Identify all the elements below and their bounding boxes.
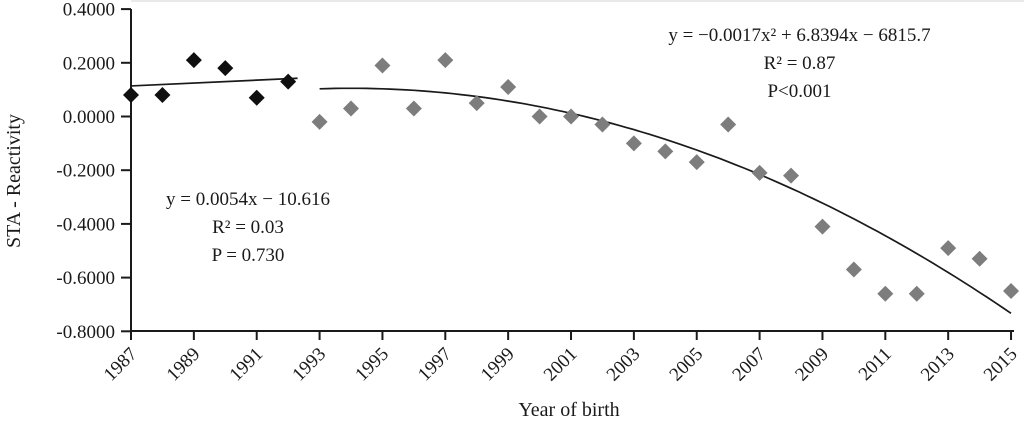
y-tick-label: 0.0000: [63, 107, 115, 128]
data-point-diamond: [688, 154, 705, 171]
x-tick-label: 2007: [728, 344, 770, 386]
data-point-diamond: [814, 218, 831, 235]
data-point-diamond: [657, 143, 674, 160]
data-point-diamond: [625, 135, 642, 152]
y-tick-label: -0.8000: [56, 322, 115, 343]
linear-fit-annotation: y = 0.0054x − 10.616 R² = 0.03 P = 0.730: [118, 186, 378, 270]
x-tick-label: 1989: [163, 344, 205, 386]
linear-trend-line: [130, 77, 298, 87]
data-point-diamond: [311, 113, 328, 130]
data-point-diamond: [374, 57, 391, 74]
data-point-diamond: [405, 100, 422, 117]
y-tick-label: 0.4000: [63, 0, 115, 21]
y-tick-label: -0.6000: [56, 268, 115, 289]
trend-lines: [130, 77, 1012, 315]
x-tick-label: 1987: [100, 344, 142, 386]
y-tick-label: -0.4000: [56, 214, 115, 235]
data-point-diamond: [971, 250, 988, 267]
quadratic-fit-equation: y = −0.0017x² + 6.8394x − 6815.7: [668, 25, 931, 46]
data-point-diamond: [280, 73, 297, 90]
x-tick-label: 1991: [226, 344, 268, 386]
quadratic-trend-line: [319, 87, 1012, 315]
data-point-diamond: [468, 95, 485, 112]
data-point-diamond: [248, 89, 265, 106]
top-border-line: [131, 0, 1024, 2]
x-tick-label: 1999: [477, 344, 519, 386]
data-point-diamond: [751, 164, 768, 181]
data-point-diamond: [940, 240, 957, 257]
x-tick-label: 2013: [917, 344, 959, 386]
data-point-diamond: [500, 78, 517, 95]
data-point-diamond: [437, 52, 454, 69]
x-axis-ticks: 1987 1989 1991 1993 1995 1997 1999 2001 2003 2005…: [100, 331, 1022, 385]
data-point-diamond: [720, 116, 737, 133]
y-tick-label: 0.2000: [63, 53, 115, 74]
quadratic-fit-annotation: y = −0.0017x² + 6.8394x − 6815.7 R² = 0.…: [627, 22, 972, 106]
y-axis-ticks: 0.4000 0.2000 0.0000 -0.2000 -0.4000 -0.6000 -…: [56, 0, 131, 343]
data-point-diamond: [594, 116, 611, 133]
x-tick-label: 1995: [351, 344, 393, 386]
data-point-diamond: [783, 167, 800, 184]
x-tick-label: 2009: [791, 344, 833, 386]
data-point-diamond: [185, 52, 202, 69]
data-point-diamond: [217, 60, 234, 77]
x-axis-title: Year of birth: [518, 399, 620, 421]
x-tick-label: 2003: [603, 344, 645, 386]
x-tick-label: 2005: [666, 344, 708, 386]
y-axis-title: STA - Reactivity: [3, 114, 25, 248]
x-tick-label: 1997: [414, 344, 456, 386]
data-point-diamond: [154, 87, 171, 104]
data-point-diamond: [1003, 283, 1020, 300]
data-point-diamond: [908, 285, 925, 302]
x-tick-label: 1993: [288, 344, 330, 386]
data-point-diamond: [563, 108, 580, 125]
quadratic-fit-r2: R² = 0.87: [763, 53, 836, 74]
data-point-diamond: [531, 108, 548, 125]
quadratic-fit-p: P<0.001: [767, 81, 832, 102]
x-tick-label: 2015: [980, 344, 1022, 386]
data-point-diamond: [845, 261, 862, 278]
linear-fit-r2: R² = 0.03: [212, 217, 284, 238]
data-point-diamond: [343, 100, 360, 117]
x-tick-label: 2011: [855, 344, 896, 385]
linear-fit-equation: y = 0.0054x − 10.616: [166, 189, 330, 210]
linear-fit-p: P = 0.730: [211, 245, 285, 266]
y-tick-label: -0.2000: [56, 161, 115, 182]
data-markers: [123, 52, 1020, 302]
x-tick-label: 2001: [540, 344, 582, 386]
data-point-diamond: [123, 87, 139, 104]
data-point-diamond: [877, 285, 894, 302]
